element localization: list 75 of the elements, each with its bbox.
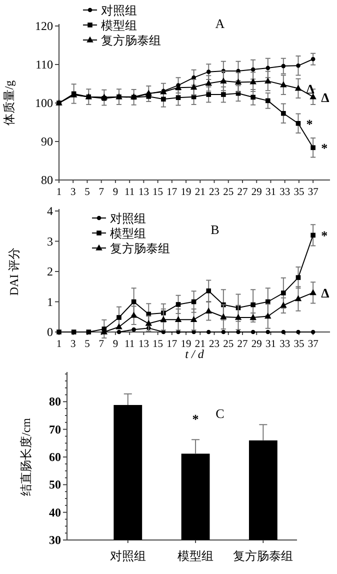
x-tick-label: 复方肠泰组 — [233, 549, 294, 563]
x-tick-label: 15 — [152, 339, 164, 350]
annotation: * — [321, 140, 328, 156]
y-axis-title: 结直肠长度/cm — [19, 417, 33, 496]
y-tick-label: 1 — [47, 294, 53, 309]
x-tick-label: 模型组 — [178, 549, 214, 563]
annotation: Δ — [306, 81, 314, 96]
y-tick-label: 2 — [47, 264, 53, 278]
x-tick-label: 21 — [194, 339, 206, 350]
annotation: Δ — [321, 90, 330, 105]
y-tick-label: 80 — [41, 173, 53, 187]
y-tick-label: 100 — [35, 96, 53, 110]
x-tick-label: 31 — [265, 339, 276, 350]
y-tick-label: 3 — [47, 234, 53, 248]
y-tick-label: 30 — [49, 533, 61, 547]
legend-label: 模型组 — [110, 226, 146, 240]
x-tick-label: 5 — [84, 339, 90, 350]
x-tick-label: 31 — [265, 187, 276, 198]
x-tick-label: 3 — [70, 187, 76, 198]
x-tick-label: 37 — [308, 339, 318, 350]
x-tick-label: 23 — [209, 187, 220, 198]
y-tick-label: 120 — [35, 19, 53, 33]
x-tick-label: 23 — [209, 339, 220, 350]
chart-title: A — [215, 16, 226, 31]
x-tick-label: 13 — [138, 339, 149, 350]
annotation: * — [192, 412, 199, 427]
x-tick-label: 11 — [124, 187, 135, 198]
y-axis-title: DAI 评分 — [7, 247, 21, 296]
text: C — [216, 406, 224, 421]
y-axis-title: 体质量/g — [2, 80, 16, 126]
legend-label: 对照组 — [110, 212, 146, 226]
x-tick-label: 27 — [237, 187, 248, 198]
x-tick-label: 33 — [280, 187, 290, 198]
x-tick-label: 9 — [112, 339, 118, 350]
x-tick-label: 17 — [166, 187, 178, 198]
x-tick-label: 21 — [194, 187, 206, 198]
x-tick-label: 25 — [223, 339, 234, 350]
x-tick-label: 19 — [180, 339, 192, 350]
annotation: * — [306, 116, 313, 132]
x-tick-label: 37 — [308, 187, 318, 198]
x-tick-label: 对照组 — [110, 549, 146, 563]
text: B — [210, 222, 220, 237]
legend-label: 模型组 — [101, 18, 137, 32]
legend-label: 复方肠泰组 — [110, 242, 170, 256]
x-tick-label: 35 — [294, 187, 304, 198]
y-tick-label: 0 — [47, 325, 53, 339]
y-tick-label: 40 — [49, 505, 61, 520]
y-tick-label: 60 — [49, 450, 61, 464]
annotation: Δ — [321, 286, 330, 301]
y-tick-label: 110 — [35, 58, 53, 72]
x-tick-label: 25 — [223, 187, 234, 198]
x-tick-label: 7 — [98, 339, 104, 350]
y-tick-label: 90 — [41, 134, 53, 148]
x-tick-label: 9 — [112, 187, 118, 198]
x-tick-label: 29 — [251, 339, 262, 350]
x-axis-title: t / d — [185, 347, 205, 361]
x-tick-label: 33 — [280, 339, 290, 350]
x-tick-label: 35 — [294, 339, 304, 350]
x-tick-label: 27 — [237, 339, 248, 350]
x-tick-label: 19 — [180, 187, 192, 198]
y-tick-label: 70 — [49, 422, 61, 436]
x-tick-label: 29 — [251, 187, 262, 198]
x-tick-label: 3 — [70, 339, 76, 350]
x-tick-label: 5 — [84, 187, 90, 198]
legend-label: 对照组 — [101, 4, 137, 18]
legend-label: 复方肠泰组 — [101, 34, 161, 48]
x-tick-label: 15 — [152, 187, 164, 198]
x-tick-label: 13 — [138, 187, 149, 198]
y-tick-label: 4 — [47, 204, 53, 218]
y-tick-label: 50 — [49, 478, 61, 492]
x-tick-label: 11 — [124, 339, 135, 350]
x-tick-label: 7 — [98, 187, 104, 198]
annotation: * — [321, 228, 328, 244]
y-tick-label: 80 — [49, 394, 61, 409]
x-tick-label: 17 — [166, 339, 178, 350]
